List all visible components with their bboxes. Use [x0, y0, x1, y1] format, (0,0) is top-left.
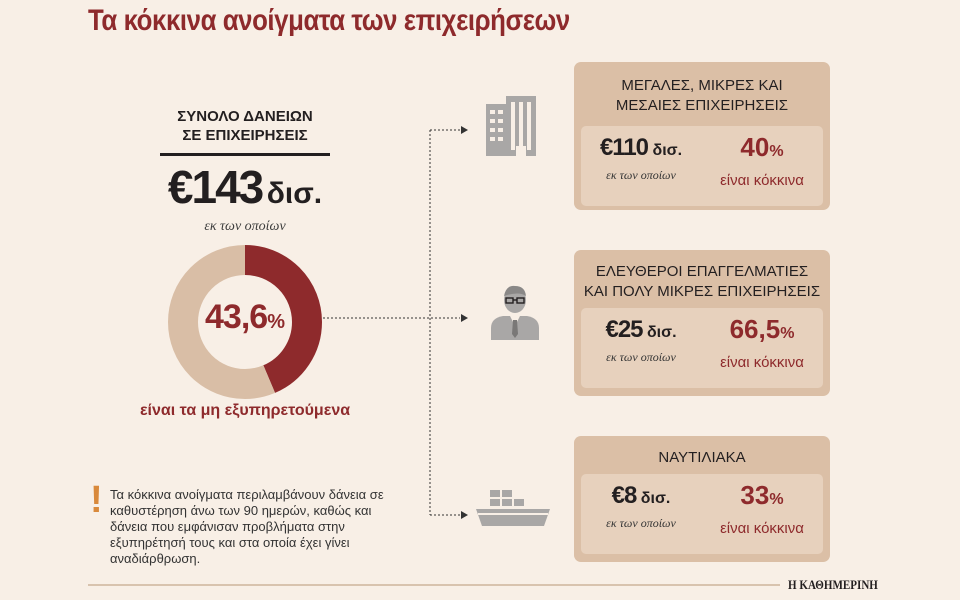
- bottom-divider: [88, 584, 780, 586]
- segment-card-large-businesses: ΜΕΓΑΛΕΣ, ΜΙΚΡΕΣ ΚΑΙ ΜΕΣΑΙΕΣ ΕΠΙΧΕΙΡΗΣΕΙΣ…: [574, 62, 830, 210]
- segment-figures: €25 δισ. εκ των οποίων 66,5% είναι κόκκι…: [581, 308, 823, 388]
- cargo-ship-icon: [476, 490, 550, 526]
- arrowhead-top: [461, 126, 468, 134]
- total-sub: εκ των οποίων: [204, 219, 286, 234]
- heading-divider: [160, 153, 330, 156]
- segment-amount-sub: εκ των οποίων: [606, 516, 676, 530]
- arrowhead-bottom: [461, 511, 468, 519]
- donut-slice-remaining: [168, 245, 322, 399]
- segment-share-value: 66,5: [729, 314, 781, 344]
- brand-logo-text: Η ΚΑΘΗΜΕΡΙΝΗ: [788, 577, 878, 592]
- total-amount: €143 δισ.: [150, 160, 340, 214]
- segment-share-value: 40: [740, 132, 770, 162]
- total-heading-line2: ΣΕ ΕΠΙΧΕΙΡΗΣΕΙΣ: [182, 127, 308, 144]
- donut-chart: [168, 245, 322, 399]
- total-amount-value: €143: [167, 161, 264, 213]
- segment-share-sub: είναι κόκκινα: [720, 172, 804, 189]
- segment-share: 66,5%: [701, 314, 823, 345]
- total-heading-line1: ΣΥΝΟΛΟ ΔΑΝΕΙΩΝ: [177, 108, 313, 125]
- segment-card-shipping: ΝΑΥΤΙΛΙΑΚΑ €8 δισ. εκ των οποίων 33% είν…: [574, 436, 830, 562]
- exclamation-icon: !: [90, 479, 103, 521]
- segment-share-percent: %: [769, 491, 784, 508]
- arrowhead-middle: [461, 314, 468, 322]
- total-heading: ΣΥΝΟΛΟ ΔΑΝΕΙΩΝ ΣΕ ΕΠΙΧΕΙΡΗΣΕΙΣ: [160, 107, 330, 145]
- page-title: Τα κόκκινα ανοίγματα των επιχειρήσεων: [88, 4, 570, 37]
- total-amount-unit: δισ.: [266, 177, 323, 210]
- segment-amount-unit: δισ.: [646, 324, 677, 341]
- segment-amount-value: €110: [599, 134, 649, 161]
- segment-share-value: 33: [740, 480, 770, 510]
- office-building-icon: [486, 96, 536, 156]
- segment-amount: €8 δισ.: [581, 482, 701, 510]
- donut-center-label: 43,6%: [167, 298, 323, 337]
- segment-title: ΕΛΕΥΘΕΡΟΙ ΕΠΑΓΓΕΛΜΑΤΙΕΣ ΚΑΙ ΠΟΛΥ ΜΙΚΡΕΣ …: [574, 262, 830, 302]
- segment-title-line1: ΝΑΥΤΙΛΙΑΚΑ: [658, 449, 746, 466]
- businessman-icon: [491, 285, 539, 340]
- segment-title-line1: ΜΕΓΑΛΕΣ, ΜΙΚΡΕΣ ΚΑΙ: [621, 77, 783, 94]
- segment-figures: €8 δισ. εκ των οποίων 33% είναι κόκκινα: [581, 474, 823, 554]
- segment-title: ΜΕΓΑΛΕΣ, ΜΙΚΡΕΣ ΚΑΙ ΜΕΣΑΙΕΣ ΕΠΙΧΕΙΡΗΣΕΙΣ: [574, 76, 830, 116]
- segment-amount-unit: δισ.: [640, 490, 671, 507]
- segment-amount-sub: εκ των οποίων: [606, 168, 676, 182]
- footnote-text: Τα κόκκινα ανοίγματα περιλαμβάνουν δάνει…: [110, 487, 384, 566]
- segment-amount-sub: εκ των οποίων: [606, 350, 676, 364]
- segment-share: 40%: [701, 132, 823, 163]
- segment-share-sub: είναι κόκκινα: [720, 520, 804, 537]
- segment-card-professionals: ΕΛΕΥΘΕΡΟΙ ΕΠΑΓΓΕΛΜΑΤΙΕΣ ΚΑΙ ΠΟΛΥ ΜΙΚΡΕΣ …: [574, 250, 830, 396]
- segment-amount-unit: δισ.: [652, 142, 683, 159]
- segment-title-line2: ΜΕΣΑΙΕΣ ΕΠΙΧΕΙΡΗΣΕΙΣ: [615, 97, 789, 114]
- segment-figures: €110 δισ. εκ των οποίων 40% είναι κόκκιν…: [581, 126, 823, 206]
- segment-share-percent: %: [780, 325, 795, 342]
- segment-share: 33%: [701, 480, 823, 511]
- segment-amount-value: €25: [605, 316, 643, 343]
- donut-caption: είναι τα μη εξυπηρετούμενα: [139, 402, 351, 419]
- segment-amount-value: €8: [611, 482, 638, 509]
- segment-title-line1: ΕΛΕΥΘΕΡΟΙ ΕΠΑΓΓΕΛΜΑΤΙΕΣ: [595, 263, 809, 280]
- donut-value: 43,6: [205, 298, 268, 336]
- donut-percent-sign: %: [267, 311, 285, 333]
- segment-title: ΝΑΥΤΙΛΙΑΚΑ: [574, 448, 830, 468]
- segment-amount: €110 δισ.: [581, 134, 701, 162]
- segment-share-percent: %: [769, 143, 784, 160]
- segment-share-sub: είναι κόκκινα: [720, 354, 804, 371]
- segment-amount: €25 δισ.: [581, 316, 701, 344]
- segment-title-line2: ΚΑΙ ΠΟΛΥ ΜΙΚΡΕΣ ΕΠΙΧΕΙΡΗΣΕΙΣ: [583, 283, 821, 300]
